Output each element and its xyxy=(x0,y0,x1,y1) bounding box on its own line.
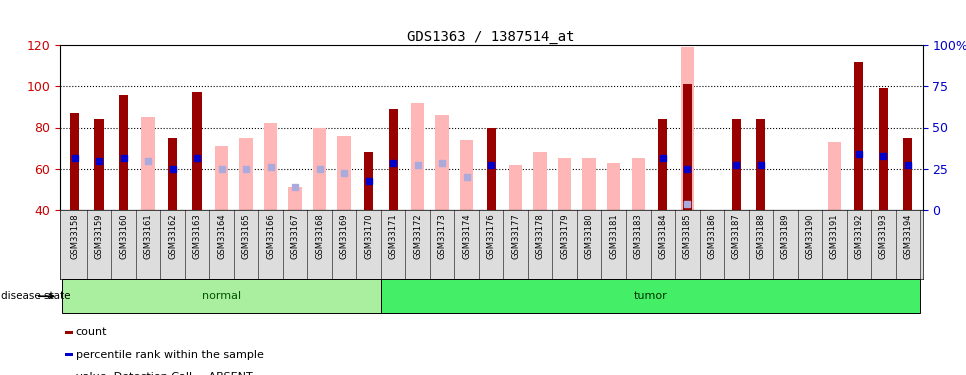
Text: GSM33166: GSM33166 xyxy=(267,213,275,259)
Bar xyxy=(65,353,73,356)
Text: GSM33184: GSM33184 xyxy=(658,213,668,259)
Text: GSM33185: GSM33185 xyxy=(683,213,692,259)
Text: GSM33165: GSM33165 xyxy=(242,213,250,259)
Bar xyxy=(264,123,277,210)
Text: GSM33180: GSM33180 xyxy=(584,213,594,259)
Bar xyxy=(558,158,572,210)
Bar xyxy=(632,158,645,210)
Bar xyxy=(168,138,178,210)
Text: GSM33192: GSM33192 xyxy=(854,213,864,259)
Text: GSM33164: GSM33164 xyxy=(217,213,226,259)
Text: GSM33186: GSM33186 xyxy=(707,213,716,259)
Text: count: count xyxy=(75,327,107,338)
Bar xyxy=(119,94,128,210)
Text: GSM33187: GSM33187 xyxy=(732,213,741,259)
Bar xyxy=(658,119,668,210)
Bar xyxy=(411,103,424,210)
Text: GSM33189: GSM33189 xyxy=(781,213,790,259)
Text: GSM33179: GSM33179 xyxy=(560,213,569,259)
Bar xyxy=(70,113,79,210)
Text: GSM33160: GSM33160 xyxy=(119,213,128,259)
Text: GSM33170: GSM33170 xyxy=(364,213,373,259)
Text: GSM33169: GSM33169 xyxy=(340,213,349,259)
Text: GSM33172: GSM33172 xyxy=(413,213,422,259)
Text: GSM33183: GSM33183 xyxy=(634,213,642,259)
Text: GSM33190: GSM33190 xyxy=(806,213,814,259)
Bar xyxy=(436,115,449,210)
Text: normal: normal xyxy=(202,291,242,301)
Text: GSM33173: GSM33173 xyxy=(438,213,446,259)
Bar xyxy=(487,128,496,210)
Bar xyxy=(582,158,596,210)
Bar xyxy=(388,109,398,210)
Text: percentile rank within the sample: percentile rank within the sample xyxy=(75,350,264,360)
Bar xyxy=(509,165,523,210)
Text: GSM33194: GSM33194 xyxy=(903,213,912,259)
Text: GSM33178: GSM33178 xyxy=(536,213,545,259)
Text: GSM33159: GSM33159 xyxy=(95,213,103,259)
Text: disease state: disease state xyxy=(1,291,71,301)
Bar xyxy=(460,140,473,210)
Text: GSM33162: GSM33162 xyxy=(168,213,177,259)
Bar xyxy=(337,136,351,210)
Bar xyxy=(779,210,792,254)
Bar xyxy=(192,93,202,210)
Text: GSM33167: GSM33167 xyxy=(291,213,299,259)
Text: GSM33181: GSM33181 xyxy=(610,213,618,259)
Text: GSM33158: GSM33158 xyxy=(71,213,79,259)
Text: GSM33174: GSM33174 xyxy=(462,213,471,259)
Bar xyxy=(756,119,765,210)
Bar xyxy=(680,47,694,210)
Text: GSM33163: GSM33163 xyxy=(192,213,202,259)
Bar xyxy=(95,119,103,210)
Title: GDS1363 / 1387514_at: GDS1363 / 1387514_at xyxy=(408,30,575,44)
Text: GSM33177: GSM33177 xyxy=(511,213,521,259)
Bar xyxy=(828,142,841,210)
Text: GSM33193: GSM33193 xyxy=(879,213,888,259)
Text: GSM33161: GSM33161 xyxy=(144,213,153,259)
Bar xyxy=(854,62,864,210)
Bar xyxy=(903,138,913,210)
Bar xyxy=(141,117,155,210)
Bar xyxy=(214,146,228,210)
Bar xyxy=(65,331,73,334)
Bar xyxy=(63,279,381,313)
Text: GSM33188: GSM33188 xyxy=(756,213,765,259)
Bar xyxy=(240,138,253,210)
Text: GSM33176: GSM33176 xyxy=(487,213,496,259)
Text: value, Detection Call = ABSENT: value, Detection Call = ABSENT xyxy=(75,372,252,375)
Bar xyxy=(381,279,920,313)
Text: tumor: tumor xyxy=(634,291,668,301)
Bar xyxy=(533,152,547,210)
Text: GSM33171: GSM33171 xyxy=(388,213,398,259)
Bar xyxy=(879,88,888,210)
Bar xyxy=(607,163,620,210)
Bar xyxy=(313,128,327,210)
Bar xyxy=(364,152,373,210)
Bar xyxy=(683,84,692,210)
Bar xyxy=(731,119,741,210)
Text: GSM33191: GSM33191 xyxy=(830,213,838,259)
Text: GSM33168: GSM33168 xyxy=(315,213,325,259)
Bar xyxy=(289,188,302,210)
